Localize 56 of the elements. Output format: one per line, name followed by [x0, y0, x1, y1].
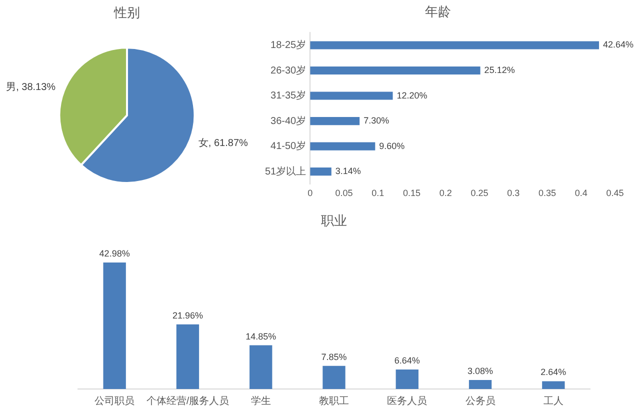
chart-title: 年龄 [425, 4, 451, 20]
y-tick-label: 31-35岁 [270, 90, 306, 102]
bar [310, 41, 600, 50]
chart-title: 性别 [113, 5, 140, 20]
x-tick-label: 0.2 [439, 188, 452, 198]
data-label: 42.64% [603, 40, 634, 50]
x-tick-label: 教职工 [319, 396, 349, 407]
data-label: 9.60% [379, 140, 405, 151]
y-tick-label: 18-25岁 [270, 38, 306, 51]
bar [250, 345, 272, 389]
x-tick-label: 0.15 [402, 188, 421, 198]
data-label: 7.30% [364, 116, 390, 126]
bar [310, 168, 332, 176]
slice-label: 男 [6, 82, 16, 94]
x-tick-label: 学生 [250, 394, 271, 407]
bar [176, 324, 200, 389]
data-label: 12.20% [396, 90, 428, 100]
data-label: 21.96% [172, 310, 203, 320]
x-tick-label: 公司职员 [94, 394, 135, 407]
y-tick-label: 51岁以上 [265, 165, 306, 178]
y-tick-label: 26-30岁 [270, 64, 306, 76]
data-label: 42.98% [99, 248, 130, 259]
x-tick-label: 个体经营/服务人员 [146, 394, 230, 407]
data-label: 2.64% [540, 367, 566, 378]
data-label: 3.14% [335, 166, 361, 176]
bar [310, 116, 360, 126]
x-tick-label: 0.4 [574, 188, 588, 198]
x-tick-label: 0.05 [335, 188, 353, 198]
data-label: 6.64% [394, 355, 420, 366]
x-tick-label: 公务员 [465, 394, 496, 407]
bar [310, 92, 393, 100]
x-tick-label: 0.1 [372, 188, 384, 198]
data-label: 25.12% [484, 64, 515, 75]
bar [542, 381, 565, 389]
x-tick-label: 医务人员 [387, 394, 428, 407]
y-tick-label: 36-40岁 [270, 114, 306, 127]
bar [310, 142, 376, 150]
bar [103, 262, 126, 389]
x-tick-label: 0 [308, 188, 313, 198]
bar [468, 380, 492, 389]
bar [396, 369, 418, 389]
data-label: 7.85% [321, 352, 347, 362]
slice-label: 女 [198, 136, 208, 149]
x-tick-label: 0.25 [470, 188, 488, 198]
x-tick-label: 0.45 [606, 188, 624, 198]
x-tick-label: 0.35 [538, 188, 556, 198]
bar [322, 366, 346, 389]
x-tick-label: 0.3 [507, 188, 520, 198]
bar [310, 66, 480, 75]
y-tick-label: 41-50岁 [270, 140, 306, 152]
chart-title: 职业 [321, 213, 347, 228]
data-label: 14.85% [246, 331, 276, 342]
data-label: , 38.13% [16, 82, 56, 94]
x-tick-label: 工人 [543, 396, 564, 407]
data-label: , 61.87% [208, 138, 248, 149]
data-label: 3.08% [468, 366, 494, 376]
